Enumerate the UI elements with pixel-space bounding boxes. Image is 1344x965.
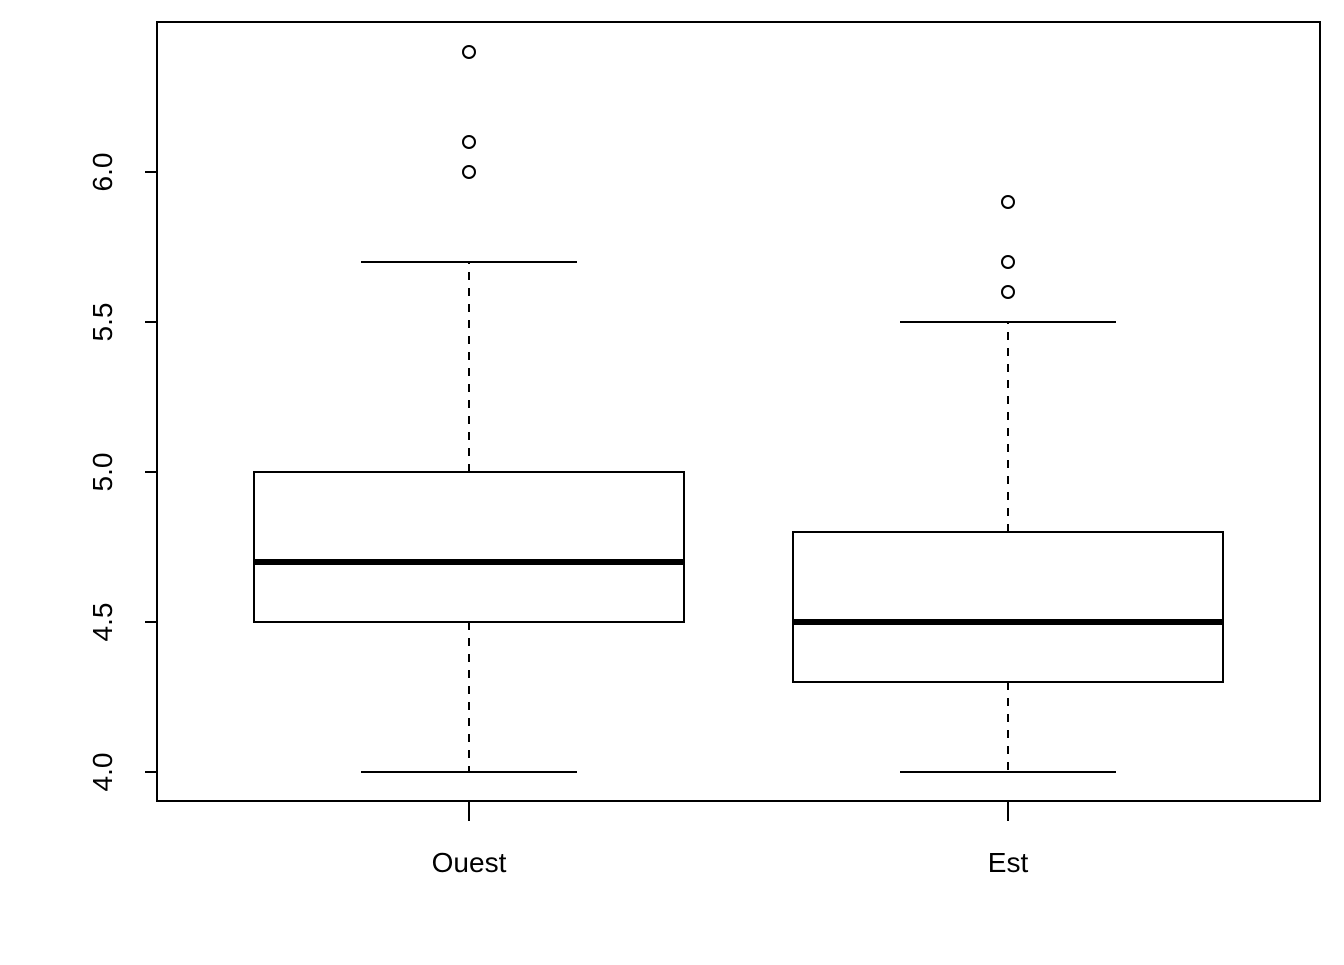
box-ouest xyxy=(253,471,685,623)
x-tick-label-est: Est xyxy=(988,847,1029,878)
y-tick-label: 5.0 xyxy=(87,453,118,492)
outlier-ouest xyxy=(462,165,476,179)
y-tick-label: 4.5 xyxy=(87,603,118,642)
y-tick-label: 4.0 xyxy=(87,753,118,792)
outlier-ouest xyxy=(462,45,476,59)
y-tick-label: 5.5 xyxy=(87,303,118,342)
outlier-est xyxy=(1001,195,1015,209)
outlier-est xyxy=(1001,285,1015,299)
outlier-est xyxy=(1001,255,1015,269)
plot-frame xyxy=(156,21,1321,802)
outlier-ouest xyxy=(462,135,476,149)
box-est xyxy=(792,531,1224,683)
x-tick-label-ouest: Ouest xyxy=(432,847,507,878)
y-tick-label: 6.0 xyxy=(87,153,118,192)
